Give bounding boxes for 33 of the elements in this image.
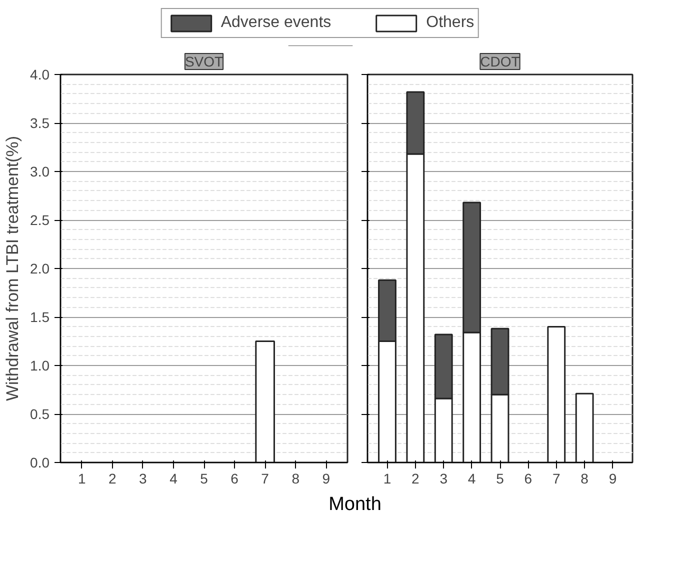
x-axis-title: Month <box>328 493 382 517</box>
x-tick-label: 9 <box>608 470 617 486</box>
y-tick-label: 2.0 <box>30 260 50 276</box>
x-tick-label: 4 <box>468 470 476 486</box>
x-tick-label: 6 <box>524 470 532 486</box>
y-tick-label: 3.0 <box>30 164 50 180</box>
y-tick-label: 1.5 <box>30 309 50 325</box>
x-tick-label: 1 <box>78 470 86 486</box>
x-tick-label: 2 <box>412 470 420 486</box>
y-axis-title: Withdrawal from LTBI treatment(%) <box>3 136 22 402</box>
x-tick-label: 3 <box>440 470 448 486</box>
x-tick-label: 7 <box>261 470 270 486</box>
x-tick-label: 5 <box>496 470 504 486</box>
x-tick-label: 3 <box>139 470 148 486</box>
legend-label: Adverse events <box>220 14 332 32</box>
x-tick-label: 8 <box>580 470 589 486</box>
x-tick-label: 7 <box>552 470 560 486</box>
y-tick-label: 0.0 <box>30 454 50 470</box>
chart-title: SVOT <box>184 54 224 70</box>
x-tick-label: 6 <box>230 470 239 486</box>
x-tick-label: 8 <box>292 470 300 486</box>
x-tick-label: 5 <box>200 470 208 486</box>
y-tick-label: 1.0 <box>30 358 50 374</box>
y-tick-label: 2.5 <box>30 212 50 228</box>
x-tick-label: 9 <box>322 470 330 486</box>
y-tick-label: 4.0 <box>30 66 50 82</box>
y-tick-label: 0.5 <box>30 406 50 422</box>
y-tick-label: 3.5 <box>30 115 50 131</box>
x-tick-label: 2 <box>108 470 117 486</box>
x-tick-label: 4 <box>170 470 178 486</box>
x-tick-label: 1 <box>383 470 392 486</box>
legend-label: Others <box>426 14 474 32</box>
chart-title: CDOT <box>480 54 520 70</box>
